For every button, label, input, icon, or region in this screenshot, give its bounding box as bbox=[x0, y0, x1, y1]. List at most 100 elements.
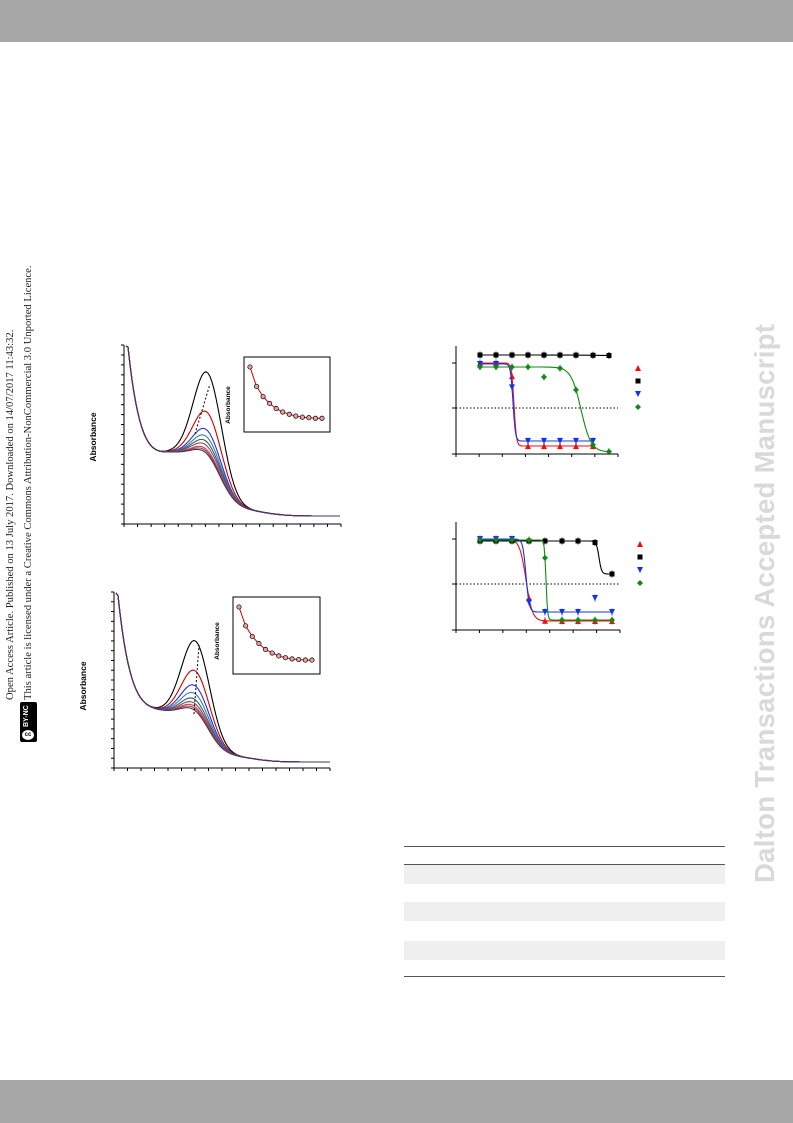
table-row bbox=[404, 865, 725, 884]
spectrum-top-figure: Absorbance Absorbance bbox=[88, 344, 342, 527]
dose-fit-curve bbox=[478, 363, 594, 442]
diamond-marker bbox=[635, 404, 641, 410]
square-marker bbox=[559, 538, 565, 544]
square-marker bbox=[541, 352, 547, 358]
triangle-down-marker bbox=[559, 609, 565, 615]
triangle-down-marker bbox=[542, 608, 548, 615]
square-marker bbox=[557, 352, 563, 358]
inset-point bbox=[256, 641, 262, 647]
triangle-up-marker bbox=[542, 617, 548, 624]
inset-point bbox=[296, 656, 302, 663]
spectrum-top-inset-ylabel: Absorbance bbox=[225, 386, 232, 424]
triangle-down-marker bbox=[637, 567, 643, 573]
diamond-marker bbox=[493, 364, 499, 370]
diamond-marker bbox=[592, 617, 598, 623]
dose-fit-curve bbox=[478, 362, 594, 447]
triangle-up-marker bbox=[541, 443, 547, 449]
diamond-marker bbox=[542, 554, 548, 561]
spectrum-bottom-trend-arrow bbox=[193, 644, 200, 715]
square-marker bbox=[635, 378, 641, 384]
spectrum-curve bbox=[125, 345, 340, 517]
spectrum-bottom-inset-data bbox=[236, 604, 315, 663]
diamond-marker bbox=[573, 386, 579, 393]
triangle-up-marker bbox=[525, 442, 531, 449]
diamond-marker bbox=[525, 364, 531, 371]
spectrum-top-inset bbox=[243, 356, 331, 433]
spectrum-top-curves bbox=[125, 345, 340, 517]
diamond-marker bbox=[509, 364, 515, 371]
triangle-up-marker bbox=[635, 365, 641, 371]
diamond-marker bbox=[477, 364, 483, 370]
inset-point bbox=[289, 656, 295, 662]
square-marker bbox=[493, 352, 499, 358]
spectrum-top-x-ticks bbox=[123, 524, 342, 527]
triangle-up-marker bbox=[573, 443, 579, 449]
inset-point bbox=[312, 415, 319, 421]
inset-point bbox=[302, 657, 308, 663]
diamond-marker bbox=[493, 537, 499, 543]
diamond-marker bbox=[557, 365, 563, 372]
square-marker bbox=[509, 352, 515, 358]
inset-point bbox=[299, 414, 305, 420]
table-bottom-rule bbox=[404, 976, 725, 977]
spectrum-bottom-x-ticks bbox=[113, 768, 331, 771]
square-marker bbox=[590, 352, 596, 358]
diamond-marker bbox=[606, 448, 612, 455]
diamond-marker bbox=[559, 617, 565, 623]
cc-license-badge[interactable]: cc BY-NC bbox=[20, 702, 37, 742]
triangle-up-marker bbox=[557, 443, 563, 449]
dr-top-curves bbox=[477, 351, 612, 456]
inset-point bbox=[269, 650, 275, 656]
square-marker bbox=[542, 538, 548, 544]
dr-bottom-x-ticks bbox=[455, 630, 621, 633]
footer-band bbox=[0, 1080, 793, 1123]
square-marker bbox=[525, 352, 531, 358]
spectrum-bottom-ylabel: Absorbance bbox=[78, 661, 88, 710]
inset-point bbox=[286, 411, 292, 417]
inset-point bbox=[293, 413, 299, 419]
triangle-down-marker bbox=[573, 438, 579, 444]
diamond-marker bbox=[509, 537, 515, 543]
dose-fit-curve bbox=[478, 366, 610, 453]
spectrum-curve bbox=[115, 592, 330, 763]
inset-point bbox=[273, 406, 279, 412]
inset-point bbox=[260, 394, 266, 400]
dose-response-top-figure bbox=[452, 346, 641, 457]
inset-point bbox=[267, 400, 273, 407]
spectrum-bottom-figure: Absorbance Absorbance bbox=[78, 591, 331, 771]
triangle-down-marker bbox=[575, 609, 581, 615]
triangle-down-marker bbox=[557, 438, 563, 444]
inset-point bbox=[306, 415, 312, 421]
dr-top-legend bbox=[635, 365, 641, 410]
diamond-marker bbox=[609, 617, 615, 623]
table-row bbox=[404, 941, 725, 960]
square-marker bbox=[477, 352, 483, 358]
triangle-down-marker bbox=[635, 391, 641, 397]
table-header-rule bbox=[404, 864, 725, 865]
square-marker bbox=[609, 571, 615, 577]
inset-point bbox=[249, 633, 255, 640]
spectrum-top-inset-data bbox=[247, 364, 325, 421]
spectrum-top-ylabel: Absorbance bbox=[88, 412, 98, 461]
spectrum-bottom-curves bbox=[115, 592, 330, 763]
inset-point bbox=[280, 409, 286, 415]
inset-point bbox=[253, 383, 260, 389]
dose-response-bottom-figure bbox=[452, 522, 643, 633]
spectrum-bottom-inset-ylabel: Absorbance bbox=[214, 622, 221, 660]
square-marker bbox=[575, 538, 581, 544]
square-marker bbox=[592, 539, 598, 545]
inset-point bbox=[243, 623, 249, 629]
cc-icon: cc bbox=[22, 730, 34, 740]
dr-bottom-legend bbox=[637, 541, 643, 586]
triangle-down-marker bbox=[592, 595, 598, 601]
inset-point bbox=[309, 657, 315, 663]
spectrum-top-trend-arrow bbox=[194, 383, 211, 435]
triangle-down-marker bbox=[541, 438, 547, 444]
table-top-rule bbox=[404, 846, 725, 847]
diamond-marker bbox=[526, 537, 532, 543]
diamond-marker bbox=[637, 580, 643, 586]
inset-point bbox=[236, 604, 242, 610]
dr-top-x-ticks bbox=[455, 454, 619, 457]
diamond-marker bbox=[541, 374, 547, 381]
